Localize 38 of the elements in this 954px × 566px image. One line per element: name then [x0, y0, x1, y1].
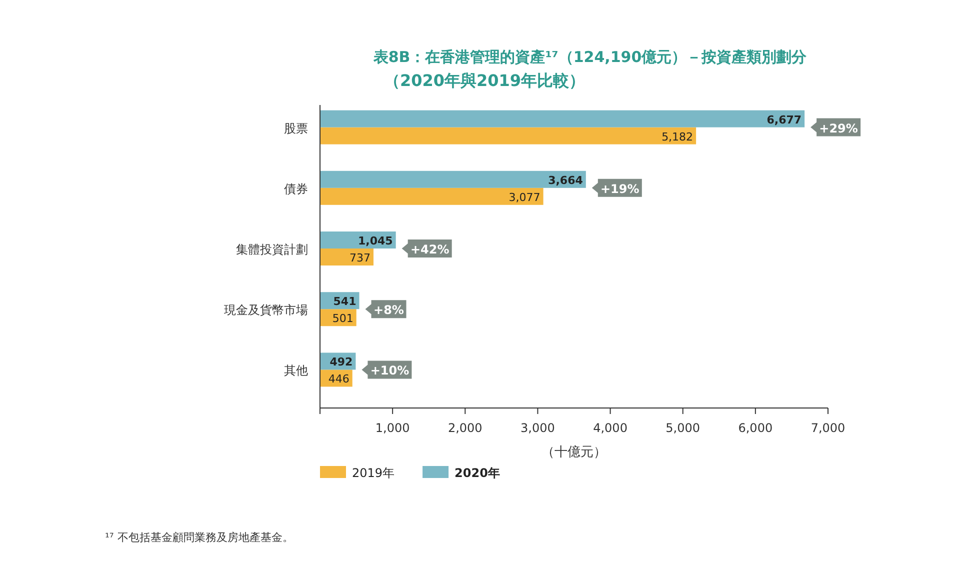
y-tick-label: 股票	[284, 121, 308, 136]
data-label: 1,045	[358, 234, 393, 248]
data-label: 492	[330, 356, 353, 369]
data-label: 446	[328, 372, 350, 386]
data-label: 501	[332, 312, 354, 326]
x-tick-label: 5,000	[666, 421, 700, 435]
chart-subtitle: （2020年與2019年比較）	[384, 71, 586, 90]
legend-label: 2019年	[352, 466, 395, 480]
bar	[320, 110, 805, 128]
data-label: 541	[333, 295, 356, 308]
data-label: 3,077	[508, 190, 540, 204]
bar	[320, 127, 696, 144]
chart-title: 表8B：在香港管理的資產¹⁷（124,190億元）－按資產類別劃分	[372, 48, 808, 66]
x-tick-label: 1,000	[375, 421, 410, 435]
x-tick-label: 7,000	[810, 421, 846, 435]
annotation: +10%	[370, 364, 410, 378]
data-label: 3,664	[548, 174, 584, 187]
x-axis-title: （十億元）	[542, 445, 606, 460]
x-tick-label: 2,000	[448, 421, 482, 435]
legend-label: 2020年	[454, 466, 500, 480]
x-tick-label: 6,000	[738, 421, 773, 435]
bar	[320, 188, 544, 205]
annotation: +19%	[600, 182, 640, 196]
text: ¹⁷ 不包括基金顧問業務及房地產基金。	[105, 531, 294, 544]
data-label: 6,677	[766, 113, 802, 126]
y-tick-label: 債券	[284, 182, 308, 196]
data-label: 5,182	[662, 130, 694, 144]
data-label: 737	[349, 252, 370, 264]
annotation: +42%	[410, 242, 450, 256]
bar	[320, 170, 586, 188]
annotation: +8%	[374, 303, 404, 318]
y-tick-label: 現金及貨幣市場	[224, 303, 308, 318]
y-tick-label: 集體投資計劃	[236, 242, 308, 256]
y-tick-label: 其他	[284, 364, 308, 378]
x-tick-label: 4,000	[593, 421, 628, 435]
bar	[320, 248, 374, 266]
annotation: +29%	[819, 121, 858, 136]
x-tick-label: 3,000	[520, 421, 555, 435]
